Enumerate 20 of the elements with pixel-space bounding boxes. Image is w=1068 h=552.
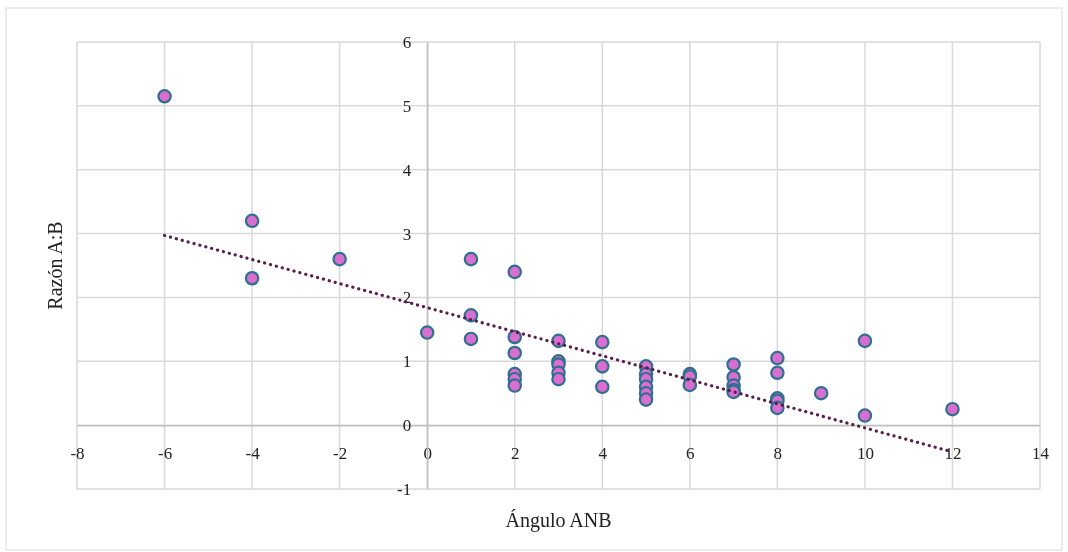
x-tick-label: -4 [245,444,261,464]
y-tick-label: -1 [397,479,412,499]
x-tick-label: -6 [157,444,173,464]
y-axis-title: Razón A:B [44,221,66,310]
x-tick-label: 10 [856,444,874,464]
x-tick-label: 8 [773,444,783,464]
y-tick-label: 1 [402,352,412,372]
y-tick-label: 5 [402,96,412,116]
x-axis-title: Ángulo ANB [505,509,612,532]
x-tick-label: 14 [1032,444,1050,464]
y-tick-label: 4 [402,160,412,180]
x-tick-label: 2 [510,444,520,464]
x-tick-label: -2 [333,444,348,464]
x-tick-label: 4 [598,444,608,464]
y-tick-label: 3 [402,224,412,244]
x-tick-label: 12 [944,444,962,464]
x-tick-label: -8 [70,444,85,464]
y-tick-label: 0 [402,416,412,436]
y-tick-label: 6 [402,32,412,52]
x-tick-label: 6 [686,444,695,464]
